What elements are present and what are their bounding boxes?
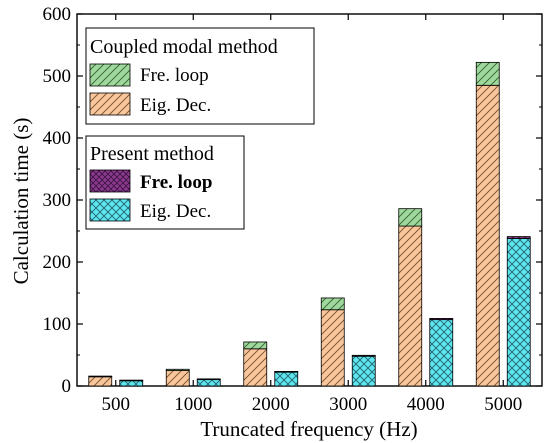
bar-present-fre-loop [506,236,531,239]
bar-present-fre-loop [119,379,144,382]
legend-swatch-coupled-eig-dec [89,92,131,116]
x-tick-label: 2000 [252,394,290,415]
bar-present-fre-loop [274,371,299,373]
bar-coupled-eig-dec [398,225,423,387]
x-tick-label: 3000 [329,394,367,415]
legend-present-method: Present method Fre. loop Eig. Dec. [85,135,245,230]
x-tick-label: 4000 [407,394,445,415]
bar-coupled-eig-dec [88,376,113,387]
bar-present-eig-dec [506,238,531,387]
y-tick-label: 200 [43,252,72,273]
legend-swatch-present-eig-dec [89,198,131,222]
legend-coupled-modal: Coupled modal method Fre. loop Eig. Dec. [85,27,315,125]
bar-coupled-fre-loop [398,208,423,227]
bar-present-eig-dec [274,371,299,387]
legend-label: Fre. loop [140,65,209,86]
y-tick-label: 400 [43,128,72,149]
y-axis-title: Calculation time (s) [9,118,33,285]
bar-coupled-fre-loop [475,61,500,86]
y-tick-label: 0 [62,376,72,397]
x-axis: 500 1000 2000 3000 4000 5000 [102,14,522,415]
y-tick-label: 500 [43,66,72,87]
bar-coupled-eig-dec [475,84,500,387]
bar-present-fre-loop [351,354,376,357]
x-tick-label: 500 [102,394,131,415]
bar-coupled-fre-loop [320,297,345,311]
bar-coupled-fre-loop [165,368,190,371]
bars-layer [88,61,531,387]
y-axis: 0 100 200 300 400 500 600 [43,4,542,397]
legend-label: Fre. loop [140,172,212,193]
bar-coupled-eig-dec [320,309,345,387]
bar-present-fre-loop [429,318,454,321]
bar-coupled-eig-dec [243,348,268,387]
y-tick-label: 600 [43,4,72,25]
legend-label: Eig. Dec. [140,95,211,116]
x-tick-label: 5000 [484,394,522,415]
bar-coupled-eig-dec [165,370,190,387]
x-tick-label: 1000 [174,394,212,415]
bar-coupled-fre-loop [88,375,113,378]
bar-present-eig-dec [429,319,454,387]
bar-present-eig-dec [351,355,376,387]
legend-label: Eig. Dec. [140,201,211,222]
bar-present-fre-loop [196,378,221,381]
legend-title: Coupled modal method [90,36,278,58]
y-tick-label: 300 [43,190,72,211]
legend-swatch-coupled-fre-loop [89,63,131,87]
bar-coupled-fre-loop [243,341,268,350]
legend-title: Present method [90,143,214,165]
x-axis-title: Truncated frequency (Hz) [200,417,417,441]
y-tick-label: 100 [43,314,72,335]
legend-swatch-present-fre-loop [89,169,131,193]
bar-present-eig-dec [196,378,221,387]
